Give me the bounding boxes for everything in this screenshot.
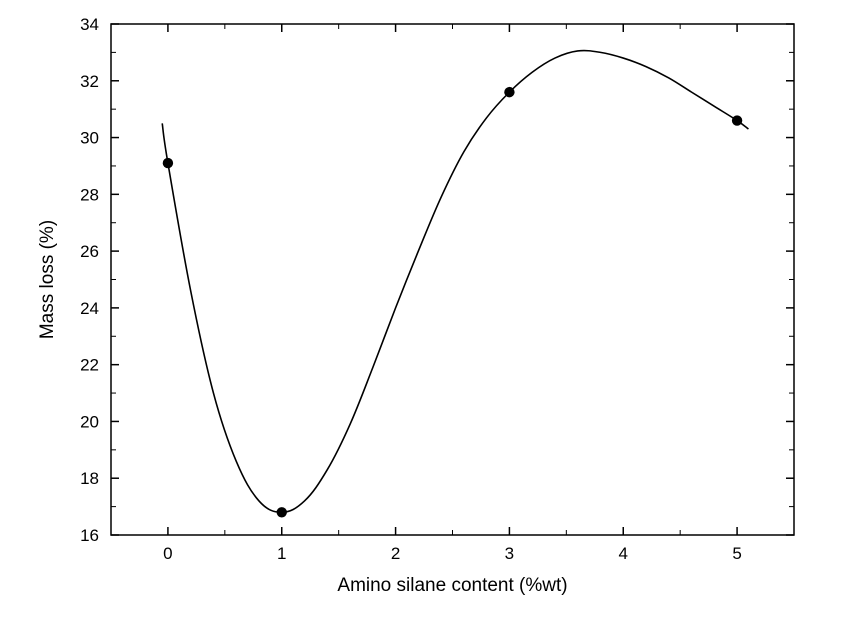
- y-tick-label: 20: [80, 412, 99, 431]
- x-tick-label: 4: [619, 544, 628, 563]
- data-point: [277, 507, 287, 517]
- mass-loss-chart: 16182022242628303234012345Amino silane c…: [0, 0, 863, 631]
- y-tick-label: 28: [80, 185, 99, 204]
- x-tick-label: 3: [505, 544, 514, 563]
- data-point: [732, 115, 742, 125]
- x-tick-label: 5: [732, 544, 741, 563]
- data-point: [504, 87, 514, 97]
- y-tick-label: 18: [80, 469, 99, 488]
- chart-container: 16182022242628303234012345Amino silane c…: [0, 0, 863, 631]
- y-tick-label: 24: [80, 299, 99, 318]
- y-axis-label: Mass loss (%): [37, 220, 58, 339]
- plot-border: [111, 24, 794, 535]
- y-tick-label: 32: [80, 72, 99, 91]
- y-tick-label: 22: [80, 356, 99, 375]
- y-tick-label: 30: [80, 129, 99, 148]
- x-tick-label: 0: [163, 544, 172, 563]
- x-tick-label: 1: [277, 544, 286, 563]
- data-point: [163, 158, 173, 168]
- x-tick-label: 2: [391, 544, 400, 563]
- x-axis-label: Amino silane content (%wt): [337, 575, 567, 596]
- y-tick-label: 34: [80, 15, 99, 34]
- y-tick-label: 16: [80, 526, 99, 545]
- fitted-curve: [162, 51, 748, 513]
- y-tick-label: 26: [80, 242, 99, 261]
